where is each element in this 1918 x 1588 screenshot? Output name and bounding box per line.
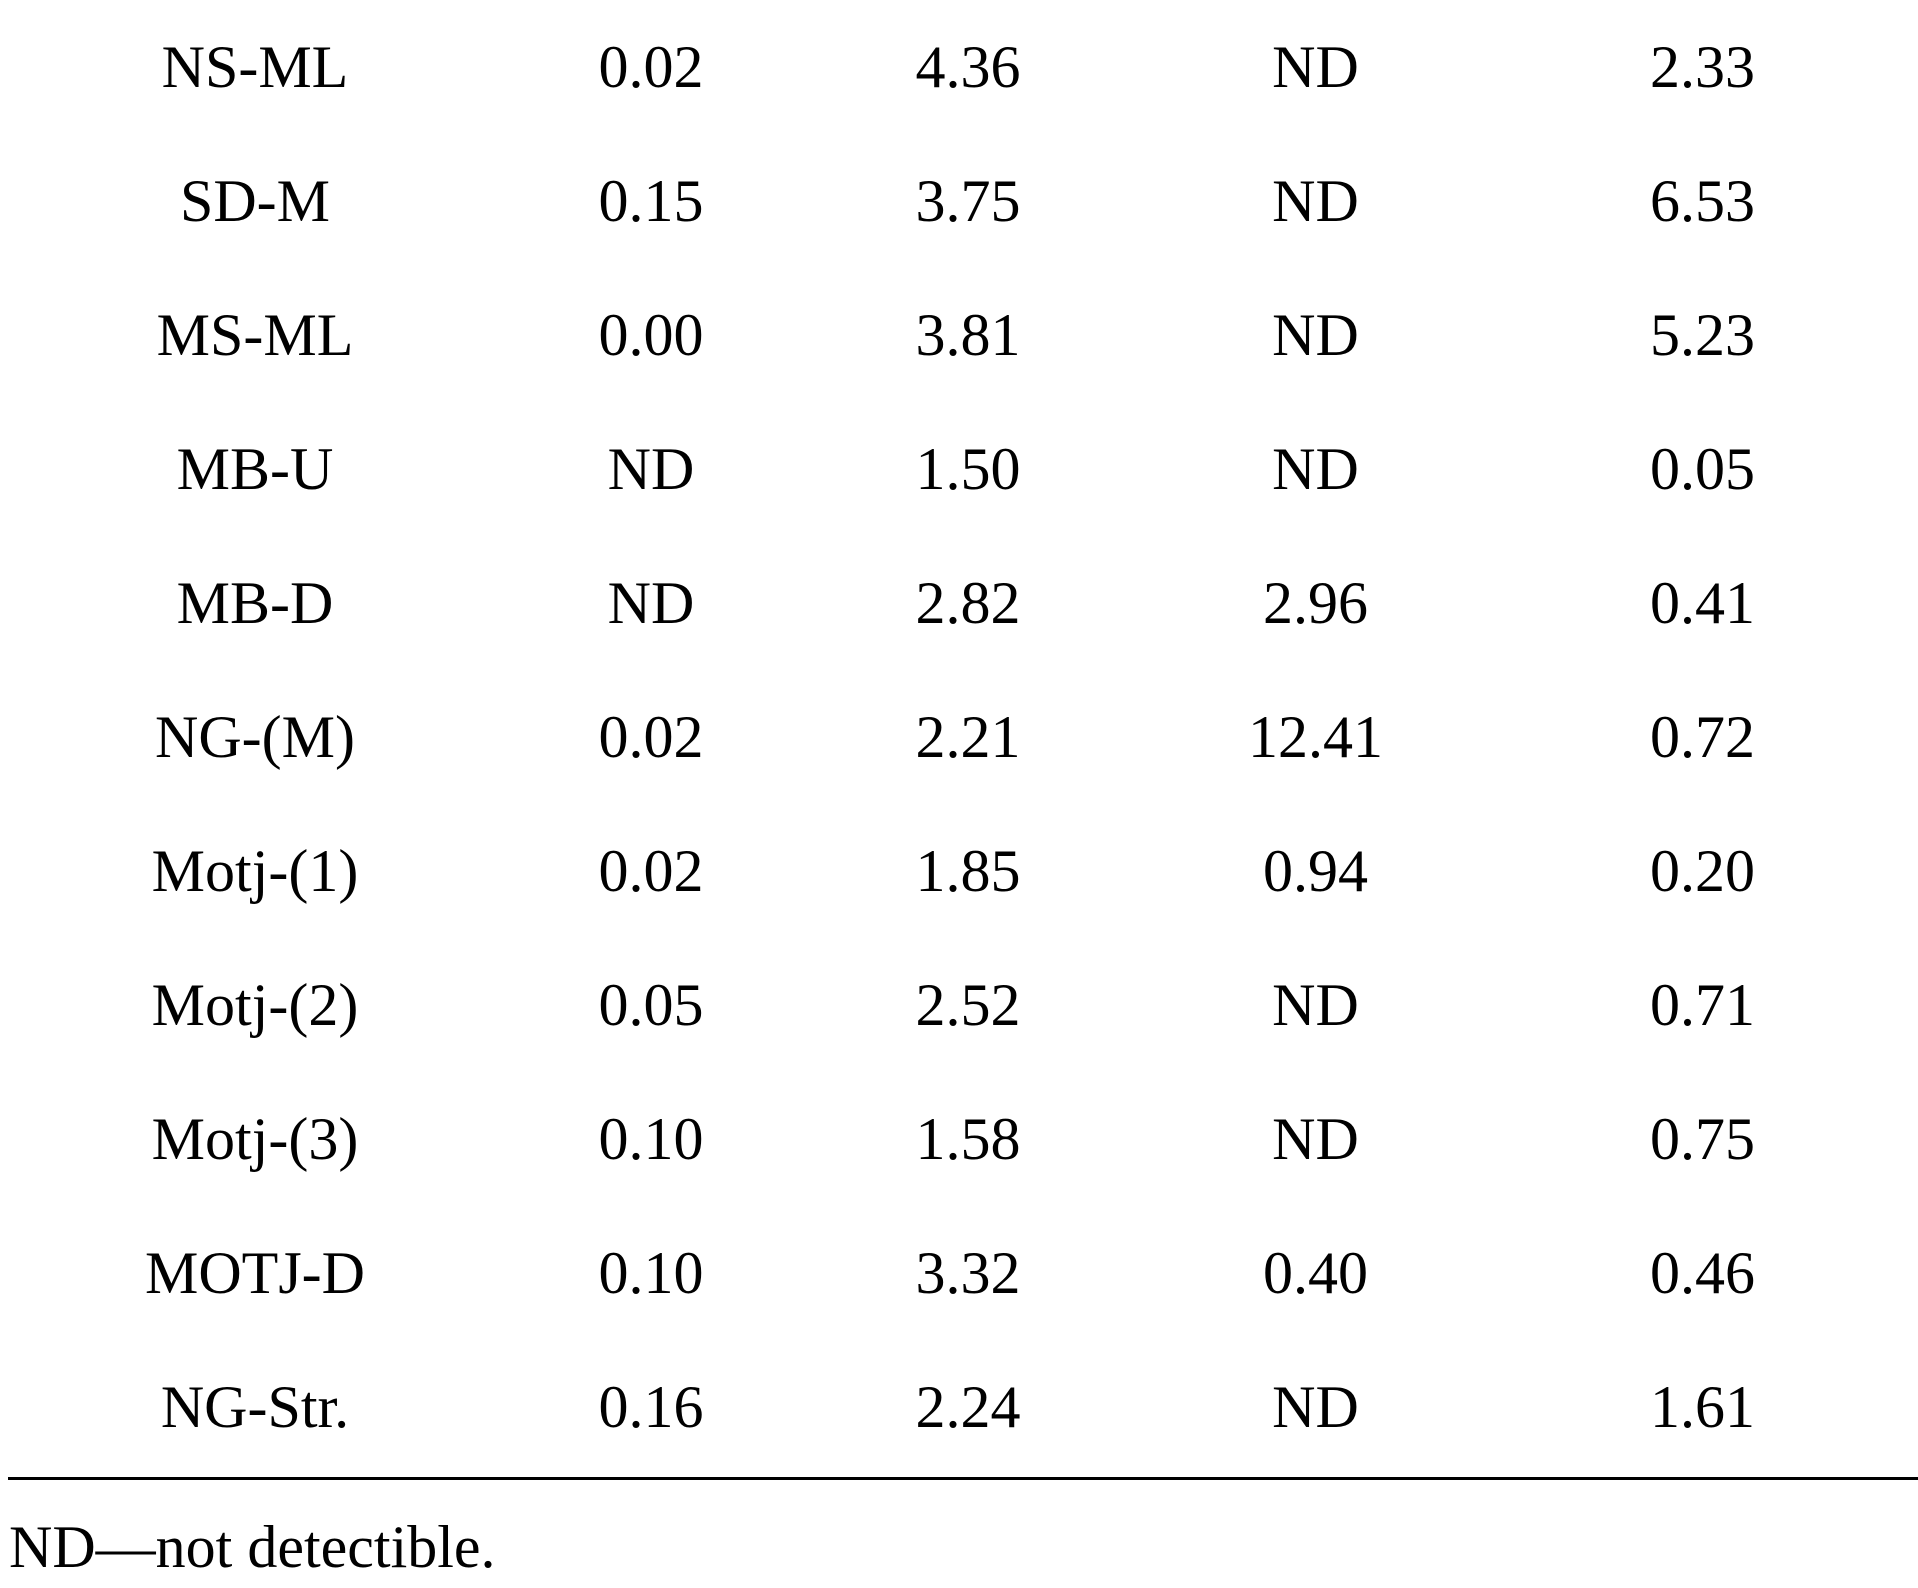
- value-cell: 0.15: [598, 168, 704, 234]
- value-cell: 0.40: [1263, 1240, 1368, 1306]
- value-cell: 0.02: [598, 34, 704, 100]
- value-cell: 4.36: [915, 34, 1021, 100]
- value-cell: 0.20: [1650, 838, 1755, 904]
- value-cell: ND: [607, 436, 695, 502]
- value-cell: 0.41: [1650, 570, 1755, 636]
- value-cell: 2.33: [1650, 34, 1755, 100]
- value-cell: 5.23: [1650, 302, 1755, 368]
- value-cell: 0.00: [598, 302, 704, 368]
- table-row: Motj-(2) 0.05 2.52 ND 0.71: [0, 938, 1918, 1072]
- value-cell: 0.05: [598, 972, 704, 1038]
- table-row: NS-ML 0.02 4.36 ND 2.33: [0, 0, 1918, 134]
- table-row: MB-D ND 2.82 2.96 0.41: [0, 536, 1918, 670]
- sample-cell: MB-D: [176, 570, 334, 636]
- table-row: MOTJ-D 0.10 3.32 0.40 0.46: [0, 1206, 1918, 1340]
- sample-cell: Motj-(3): [151, 1106, 359, 1172]
- table-row: MS-ML 0.00 3.81 ND 5.23: [0, 268, 1918, 402]
- value-cell: 2.52: [915, 972, 1021, 1038]
- sample-cell: NG-(M): [155, 704, 355, 770]
- table-footnote: ND—not detectible.: [9, 1514, 496, 1580]
- value-cell: 3.32: [915, 1240, 1021, 1306]
- value-cell: ND: [1272, 1374, 1359, 1440]
- value-cell: 0.02: [598, 838, 704, 904]
- value-cell: 1.85: [915, 838, 1021, 904]
- value-cell: 0.46: [1650, 1240, 1755, 1306]
- value-cell: 2.82: [915, 570, 1021, 636]
- table-row: NG-(M) 0.02 2.21 12.41 0.72: [0, 670, 1918, 804]
- value-cell: 1.61: [1650, 1374, 1755, 1440]
- sample-cell: SD-M: [179, 168, 331, 234]
- value-cell: ND: [607, 570, 695, 636]
- sample-cell: NS-ML: [161, 34, 349, 100]
- value-cell: 2.96: [1263, 570, 1368, 636]
- table-row: Motj-(3) 0.10 1.58 ND 0.75: [0, 1072, 1918, 1206]
- value-cell: ND: [1272, 302, 1359, 368]
- sample-cell: MB-U: [176, 436, 334, 502]
- sample-cell: MOTJ-D: [145, 1240, 365, 1306]
- value-cell: 0.05: [1650, 436, 1755, 502]
- value-cell: 0.02: [598, 704, 704, 770]
- value-cell: 0.10: [598, 1240, 704, 1306]
- value-cell: 0.72: [1650, 704, 1755, 770]
- value-cell: 0.71: [1650, 972, 1755, 1038]
- table-row: MB-U ND 1.50 ND 0.05: [0, 402, 1918, 536]
- value-cell: ND: [1272, 436, 1359, 502]
- table-bottom-rule: [8, 1477, 1918, 1480]
- table-row: Motj-(1) 0.02 1.85 0.94 0.20: [0, 804, 1918, 938]
- value-cell: 0.16: [598, 1374, 704, 1440]
- value-cell: 12.41: [1248, 704, 1383, 770]
- table-row: NG-Str. 0.16 2.24 ND 1.61: [0, 1340, 1918, 1474]
- value-cell: ND: [1272, 1106, 1359, 1172]
- value-cell: ND: [1272, 972, 1359, 1038]
- data-table: NS-ML 0.02 4.36 ND 2.33 SD-M 0.15 3.75 N…: [0, 0, 1918, 1474]
- value-cell: 0.10: [598, 1106, 704, 1172]
- value-cell: 0.94: [1263, 838, 1368, 904]
- value-cell: 3.81: [915, 302, 1021, 368]
- sample-cell: NG-Str.: [160, 1374, 350, 1440]
- value-cell: 6.53: [1650, 168, 1755, 234]
- value-cell: ND: [1272, 168, 1359, 234]
- value-cell: 2.24: [915, 1374, 1021, 1440]
- sample-cell: Motj-(2): [151, 972, 359, 1038]
- data-table-container: NS-ML 0.02 4.36 ND 2.33 SD-M 0.15 3.75 N…: [0, 0, 1918, 1474]
- table-row: SD-M 0.15 3.75 ND 6.53: [0, 134, 1918, 268]
- value-cell: 0.75: [1650, 1106, 1755, 1172]
- value-cell: 2.21: [915, 704, 1021, 770]
- value-cell: 1.50: [915, 436, 1021, 502]
- value-cell: 1.58: [915, 1106, 1021, 1172]
- value-cell: 3.75: [915, 168, 1021, 234]
- value-cell: ND: [1272, 34, 1359, 100]
- sample-cell: MS-ML: [156, 302, 354, 368]
- sample-cell: Motj-(1): [151, 838, 359, 904]
